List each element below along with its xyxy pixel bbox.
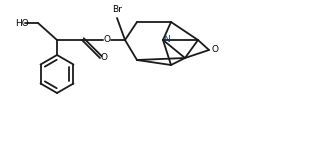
Text: O: O bbox=[100, 54, 108, 63]
Text: O: O bbox=[104, 36, 111, 45]
Text: N: N bbox=[163, 36, 171, 45]
Text: O: O bbox=[211, 45, 218, 54]
Text: Br: Br bbox=[112, 6, 122, 15]
Text: HO: HO bbox=[15, 18, 29, 27]
